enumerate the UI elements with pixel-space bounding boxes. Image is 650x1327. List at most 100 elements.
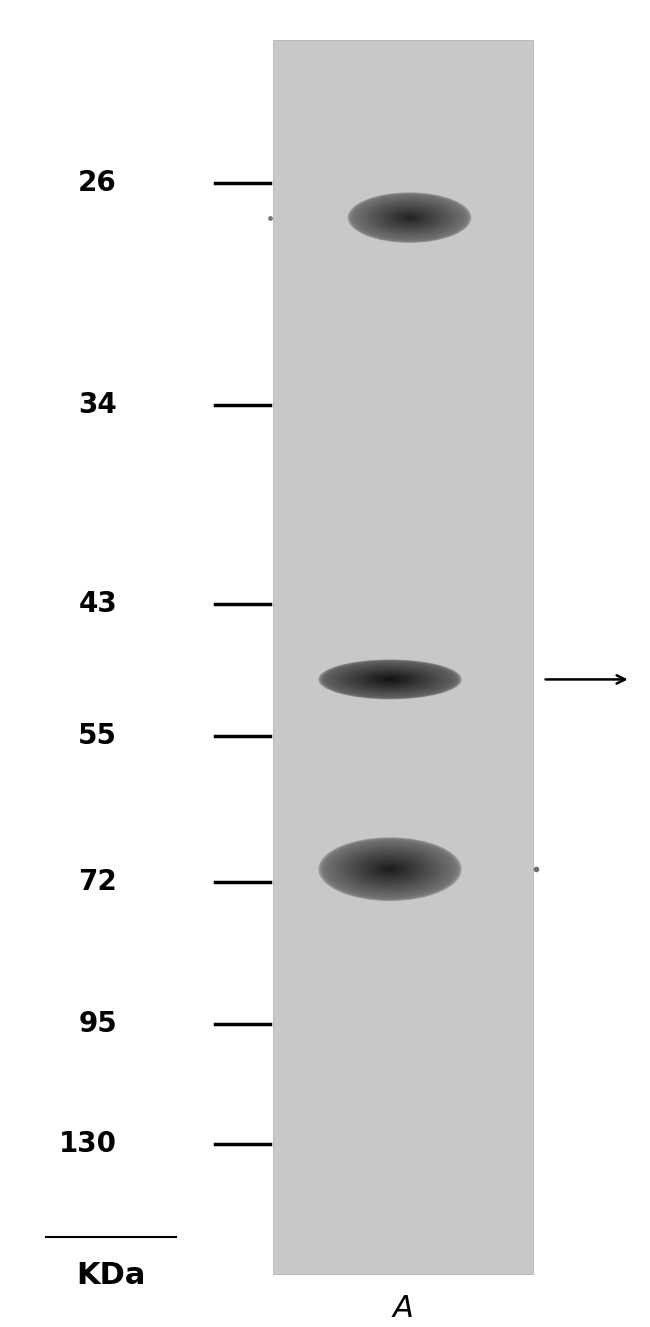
Ellipse shape (386, 208, 433, 227)
Ellipse shape (347, 667, 433, 691)
Ellipse shape (333, 664, 447, 695)
Ellipse shape (348, 192, 471, 243)
Ellipse shape (386, 678, 393, 681)
Ellipse shape (378, 864, 402, 874)
Ellipse shape (358, 670, 423, 689)
Ellipse shape (405, 216, 414, 219)
Ellipse shape (383, 867, 397, 872)
Ellipse shape (352, 852, 428, 886)
Ellipse shape (381, 865, 399, 873)
Ellipse shape (320, 839, 460, 900)
Ellipse shape (365, 859, 415, 880)
Ellipse shape (322, 839, 458, 900)
Ellipse shape (349, 192, 470, 243)
Ellipse shape (345, 667, 435, 691)
Ellipse shape (331, 664, 449, 695)
Ellipse shape (324, 840, 456, 898)
Ellipse shape (374, 675, 406, 683)
Text: 43: 43 (78, 589, 117, 618)
Ellipse shape (381, 677, 399, 682)
Ellipse shape (340, 666, 440, 693)
Ellipse shape (337, 665, 443, 694)
Ellipse shape (351, 194, 468, 242)
Ellipse shape (385, 207, 434, 228)
Text: 72: 72 (78, 868, 117, 897)
Ellipse shape (351, 669, 429, 690)
Ellipse shape (335, 664, 445, 695)
Ellipse shape (356, 855, 424, 884)
Ellipse shape (318, 660, 462, 699)
Text: KDa: KDa (76, 1261, 145, 1290)
Ellipse shape (320, 660, 460, 699)
Ellipse shape (347, 851, 433, 888)
Ellipse shape (376, 204, 443, 231)
Ellipse shape (330, 662, 451, 697)
Ellipse shape (342, 666, 438, 693)
Ellipse shape (393, 211, 426, 224)
Ellipse shape (356, 670, 424, 689)
Ellipse shape (340, 847, 440, 892)
Ellipse shape (384, 207, 436, 228)
Ellipse shape (359, 196, 460, 239)
Ellipse shape (343, 848, 437, 890)
Ellipse shape (389, 210, 430, 226)
Ellipse shape (328, 841, 452, 897)
Ellipse shape (374, 863, 406, 876)
Ellipse shape (403, 215, 416, 220)
Ellipse shape (370, 860, 410, 878)
Ellipse shape (331, 843, 449, 896)
Ellipse shape (322, 661, 458, 698)
Ellipse shape (367, 859, 413, 880)
Ellipse shape (391, 210, 428, 226)
Ellipse shape (318, 837, 462, 901)
Ellipse shape (371, 202, 448, 234)
Ellipse shape (360, 198, 459, 238)
Ellipse shape (356, 195, 463, 240)
Ellipse shape (354, 853, 426, 885)
Bar (273, 40, 533, 1274)
Ellipse shape (365, 673, 415, 686)
Ellipse shape (368, 200, 451, 235)
Ellipse shape (354, 669, 426, 690)
Ellipse shape (342, 848, 438, 890)
Ellipse shape (388, 208, 431, 227)
Ellipse shape (359, 671, 421, 687)
Ellipse shape (380, 864, 400, 874)
Text: 34: 34 (78, 390, 117, 419)
Ellipse shape (400, 214, 419, 222)
Ellipse shape (369, 674, 411, 685)
Ellipse shape (370, 674, 410, 685)
Ellipse shape (345, 849, 435, 889)
Ellipse shape (328, 662, 452, 697)
Ellipse shape (378, 675, 402, 683)
Ellipse shape (396, 212, 423, 223)
Ellipse shape (338, 847, 442, 892)
Ellipse shape (394, 211, 425, 224)
Ellipse shape (363, 857, 417, 881)
Ellipse shape (343, 666, 437, 693)
Ellipse shape (361, 198, 458, 238)
Ellipse shape (333, 844, 447, 894)
Ellipse shape (361, 856, 419, 882)
Ellipse shape (388, 868, 392, 871)
Ellipse shape (330, 843, 451, 896)
Ellipse shape (326, 840, 454, 898)
Ellipse shape (369, 860, 411, 878)
Ellipse shape (361, 671, 419, 687)
Ellipse shape (376, 675, 404, 683)
Ellipse shape (349, 851, 431, 888)
Ellipse shape (398, 214, 421, 222)
Ellipse shape (359, 856, 421, 882)
Ellipse shape (372, 861, 408, 877)
Ellipse shape (372, 203, 447, 232)
Ellipse shape (406, 216, 413, 219)
Text: 55: 55 (78, 722, 117, 751)
Ellipse shape (352, 669, 428, 690)
Ellipse shape (382, 206, 437, 230)
Ellipse shape (338, 665, 442, 694)
Ellipse shape (337, 845, 443, 893)
Ellipse shape (352, 194, 467, 242)
Ellipse shape (354, 195, 465, 240)
Text: 130: 130 (59, 1129, 117, 1158)
Ellipse shape (335, 844, 445, 894)
